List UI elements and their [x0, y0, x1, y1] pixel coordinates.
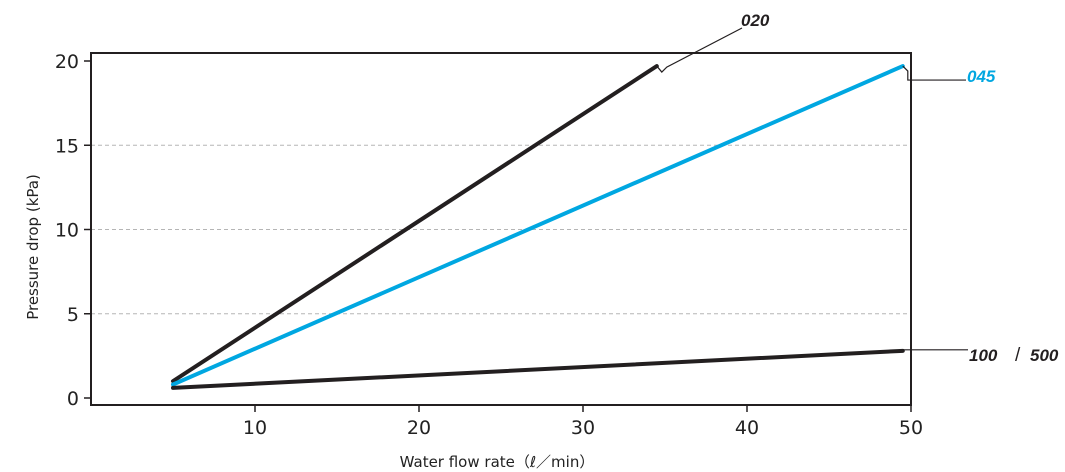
- y-tick-label-0: 0: [67, 388, 79, 410]
- x-axis-ticks: 10 20 30 40 50: [243, 405, 923, 439]
- series-line-020: [173, 66, 657, 381]
- y-tick-label-15: 15: [55, 135, 79, 157]
- series-label-100: 100: [969, 346, 998, 365]
- series-label-020: 020: [741, 11, 770, 30]
- y-axis-ticks: 0 5 10 15 20: [55, 51, 91, 410]
- x-tick-label-20: 20: [407, 417, 431, 439]
- x-tick-label-30: 30: [571, 417, 595, 439]
- series-group: [173, 66, 903, 388]
- y-axis-label: Pressure drop (kPa): [24, 174, 42, 320]
- x-tick-label-10: 10: [243, 417, 267, 439]
- label-leaders: [657, 28, 968, 350]
- y-tick-label-20: 20: [55, 51, 79, 73]
- series-label-separator: /: [1015, 345, 1021, 366]
- y-tick-label-5: 5: [67, 304, 79, 326]
- series-label-500: 500: [1030, 346, 1059, 365]
- x-tick-label-40: 40: [735, 417, 759, 439]
- leader-045: [903, 66, 966, 80]
- series-line-100: [173, 351, 903, 388]
- y-tick-label-10: 10: [55, 220, 79, 242]
- x-axis-label: Water flow rate（ℓ／min）: [400, 453, 595, 471]
- leader-020: [657, 28, 742, 72]
- x-tick-label-50: 50: [899, 417, 923, 439]
- series-line-045: [173, 66, 903, 384]
- series-label-045: 045: [967, 67, 996, 86]
- grid-lines: [91, 145, 911, 314]
